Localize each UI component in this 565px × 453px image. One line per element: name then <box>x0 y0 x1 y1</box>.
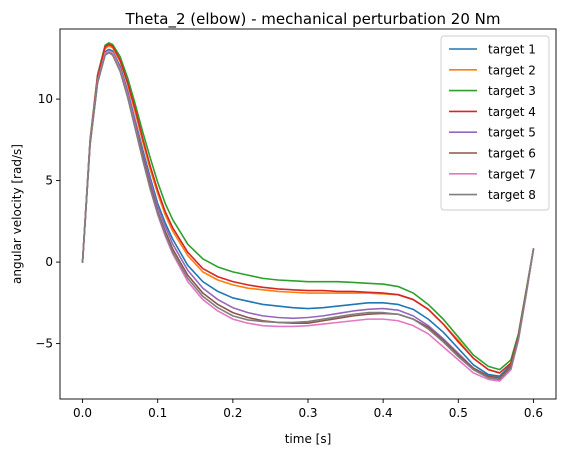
y-axis-label: angular velocity [rad/s] <box>10 144 24 284</box>
x-axis-label: time [s] <box>285 432 332 446</box>
x-tick-label: 0.1 <box>148 406 167 420</box>
series-layer <box>81 42 535 382</box>
legend-label-8: target 8 <box>488 188 536 202</box>
legend-label-1: target 1 <box>488 43 536 57</box>
legend-label-5: target 5 <box>488 126 536 140</box>
y-tick-label: 10 <box>38 92 53 106</box>
series-line-4 <box>81 43 535 374</box>
y-axis-ticks: −5 0 5 10 <box>35 92 60 351</box>
chart-title: Theta_2 (elbow) - mechanical perturbatio… <box>124 10 500 29</box>
series-line-8 <box>81 51 535 381</box>
y-tick-label: −5 <box>35 337 53 351</box>
legend-label-6: target 6 <box>488 147 536 161</box>
x-tick-label: 0.0 <box>73 406 92 420</box>
legend: target 1 target 2 target 3 target 4 target 5… <box>440 35 550 211</box>
x-tick-label: 0.5 <box>449 406 468 420</box>
x-tick-label: 0.3 <box>298 406 317 420</box>
legend-label-3: target 3 <box>488 84 536 98</box>
series-line-3 <box>81 42 535 371</box>
x-tick-label: 0.6 <box>524 406 543 420</box>
legend-label-7: target 7 <box>488 167 536 181</box>
y-tick-label: 5 <box>45 174 53 188</box>
x-tick-label: 0.2 <box>223 406 242 420</box>
legend-label-4: target 4 <box>488 105 536 119</box>
x-axis-ticks: 0.0 0.1 0.2 0.3 0.4 0.5 0.6 <box>73 399 543 420</box>
legend-box <box>440 35 550 211</box>
x-tick-label: 0.4 <box>374 406 393 420</box>
y-tick-label: 0 <box>45 255 53 269</box>
legend-label-2: target 2 <box>488 63 536 77</box>
